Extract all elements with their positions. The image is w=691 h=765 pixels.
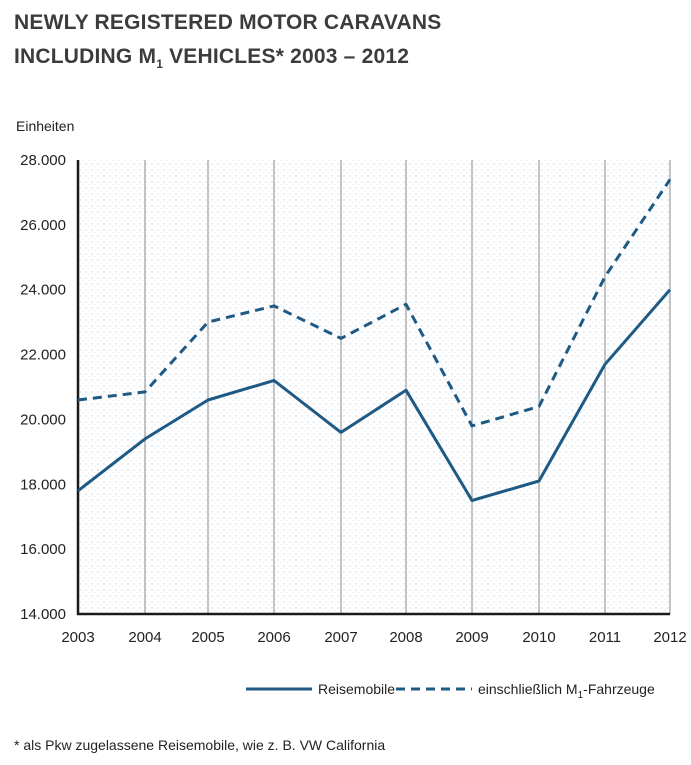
y-tick-label: 28.000: [20, 152, 66, 169]
x-tick-label: 2005: [191, 629, 224, 646]
y-tick-label: 20.000: [20, 411, 66, 428]
chart-title: NEWLY REGISTERED MOTOR CARAVANS INCLUDIN…: [14, 6, 441, 81]
footnote: * als Pkw zugelassene Reisemobile, wie z…: [14, 737, 386, 753]
y-tick-labels: 14.000 16.000 18.000 20.000 22.000 24.000 26.0…: [20, 152, 66, 623]
title-line-2-pre: INCLUDING M: [14, 45, 157, 68]
x-tick-labels: 2003 2004 2005 2006 2007 2008 2009 2010 2011 2012: [61, 629, 686, 646]
plot-background: [78, 160, 670, 614]
y-tick-label: 26.000: [20, 217, 66, 234]
y-tick-label: 24.000: [20, 282, 66, 299]
x-tick-label: 2010: [522, 629, 555, 646]
y-tick-label: 18.000: [20, 476, 66, 493]
x-tick-label: 2003: [61, 629, 94, 646]
x-tick-label: 2004: [128, 629, 161, 646]
title-line-2: INCLUDING M1 VEHICLES* 2003 – 2012: [14, 40, 441, 81]
title-line-2-post: VEHICLES* 2003 – 2012: [163, 45, 410, 68]
axes: [76, 160, 670, 616]
series-line-reisemobile: [77, 288, 672, 502]
x-tick-label: 2009: [455, 629, 488, 646]
title-line-1: NEWLY REGISTERED MOTOR CARAVANS: [14, 11, 442, 34]
x-tick-label: 2008: [389, 629, 422, 646]
y-tick-label: 16.000: [20, 541, 66, 558]
title-line-2-sub: 1: [156, 57, 164, 72]
legend: Reisemobile einschließlich M1-Fahrzeuge: [246, 681, 655, 701]
plot-area: [78, 160, 670, 614]
x-tick-label: 2006: [257, 629, 290, 646]
legend-label-einschliesslich-m1: einschließlich M1-Fahrzeuge: [478, 681, 655, 701]
y-axis-label: Einheiten: [16, 118, 75, 134]
x-tick-label: 2011: [589, 629, 621, 646]
series-lines: [77, 178, 672, 502]
y-tick-label: 14.000: [20, 606, 66, 623]
x-tick-label: 2012: [653, 629, 686, 646]
legend-label-reisemobile: Reisemobile: [318, 681, 395, 697]
x-tick-label: 2007: [324, 629, 357, 646]
gridlines: [144, 160, 671, 614]
y-tick-label: 22.000: [20, 347, 66, 364]
